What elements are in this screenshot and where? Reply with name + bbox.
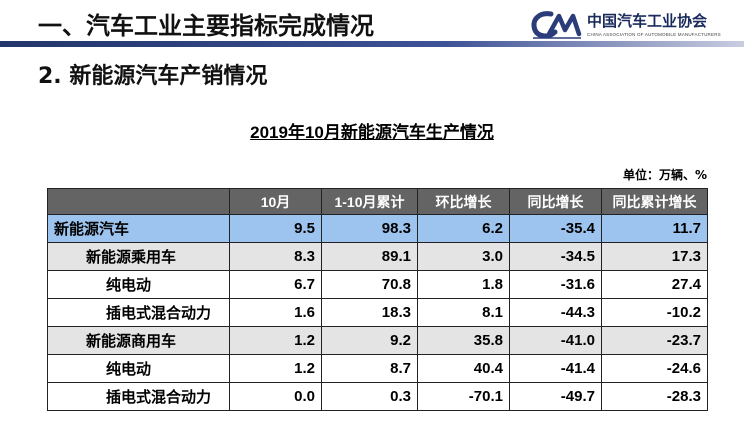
cell-value: -31.6: [509, 270, 602, 299]
cell-value: 17.3: [601, 242, 708, 271]
cell-value: 98.3: [321, 214, 418, 243]
header-cell-label: [47, 188, 230, 215]
cell-value: 0.0: [229, 382, 322, 411]
cell-value: 1.8: [417, 270, 510, 299]
logo-subtitle: CHINA ASSOCIATION OF AUTOMOBILE MANUFACT…: [587, 32, 721, 37]
cell-value: 1.2: [229, 354, 322, 383]
header-cell-yoy-cumulative: 同比累计增长: [601, 188, 708, 215]
cell-value: -41.4: [509, 354, 602, 383]
cell-value: 3.0: [417, 242, 510, 271]
row-label: 新能源乘用车: [47, 242, 230, 271]
slide-title: 一、汽车工业主要指标完成情况: [38, 12, 374, 40]
header-cell-mom: 环比增长: [417, 188, 510, 215]
cell-value: -49.7: [509, 382, 602, 411]
cell-value: 8.3: [229, 242, 322, 271]
table-title: 2019年10月新能源汽车生产情况: [250, 123, 494, 142]
table-row: 新能源商用车 1.2 9.2 35.8 -41.0 -23.7: [47, 326, 708, 355]
cell-value: -70.1: [417, 382, 510, 411]
cell-value: -28.3: [601, 382, 708, 411]
caam-logo-icon: [531, 11, 582, 39]
cell-value: 89.1: [321, 242, 418, 271]
cell-value: 1.2: [229, 326, 322, 355]
row-label: 纯电动: [47, 270, 230, 299]
row-label: 新能源商用车: [47, 326, 230, 355]
cell-value: 8.7: [321, 354, 418, 383]
cell-value: 9.2: [321, 326, 418, 355]
cell-value: 70.8: [321, 270, 418, 299]
table-row: 插电式混合动力 1.6 18.3 8.1 -44.3 -10.2: [47, 298, 708, 327]
row-label: 插电式混合动力: [47, 382, 230, 411]
header-cell-cumulative: 1-10月累计: [321, 188, 418, 215]
table-row: 新能源乘用车 8.3 89.1 3.0 -34.5 17.3: [47, 242, 708, 271]
row-label: 插电式混合动力: [47, 298, 230, 327]
row-label: 纯电动: [47, 354, 230, 383]
cell-value: 6.2: [417, 214, 510, 243]
cell-value: 11.7: [601, 214, 708, 243]
cell-value: 8.1: [417, 298, 510, 327]
cell-value: -35.4: [509, 214, 602, 243]
header-divider-bar: [0, 41, 744, 47]
cell-value: -34.5: [509, 242, 602, 271]
cell-value: -23.7: [601, 326, 708, 355]
caam-logo: 中国汽车工业协会 CHINA ASSOCIATION OF AUTOMOBILE…: [529, 8, 739, 42]
header-cell-month: 10月: [229, 188, 322, 215]
row-label: 新能源汽车: [47, 214, 230, 243]
cell-value: -41.0: [509, 326, 602, 355]
table-row: 插电式混合动力 0.0 0.3 -70.1 -49.7 -28.3: [47, 382, 708, 411]
table-header-row: 10月 1-10月累计 环比增长 同比增长 同比累计增长: [47, 188, 708, 215]
cell-value: 18.3: [321, 298, 418, 327]
cell-value: 1.6: [229, 298, 322, 327]
header-cell-yoy: 同比增长: [509, 188, 602, 215]
table-title-wrap: 2019年10月新能源汽车生产情况: [0, 118, 744, 143]
cell-value: 0.3: [321, 382, 418, 411]
cell-value: -10.2: [601, 298, 708, 327]
cell-value: 35.8: [417, 326, 510, 355]
unit-label: 单位：万辆、%: [622, 168, 707, 182]
cell-value: 27.4: [601, 270, 708, 299]
section-subheading: 2. 新能源汽车产销情况: [38, 64, 268, 89]
cell-value: -44.3: [509, 298, 602, 327]
cell-value: 9.5: [229, 214, 322, 243]
nev-production-table: 10月 1-10月累计 环比增长 同比增长 同比累计增长 新能源汽车 9.5 9…: [47, 188, 708, 411]
table-row: 纯电动 1.2 8.7 40.4 -41.4 -24.6: [47, 354, 708, 383]
cell-value: -24.6: [601, 354, 708, 383]
logo-name: 中国汽车工业协会: [587, 12, 708, 30]
cell-value: 6.7: [229, 270, 322, 299]
table-row: 新能源汽车 9.5 98.3 6.2 -35.4 11.7: [47, 214, 708, 243]
cell-value: 40.4: [417, 354, 510, 383]
table-row: 纯电动 6.7 70.8 1.8 -31.6 27.4: [47, 270, 708, 299]
